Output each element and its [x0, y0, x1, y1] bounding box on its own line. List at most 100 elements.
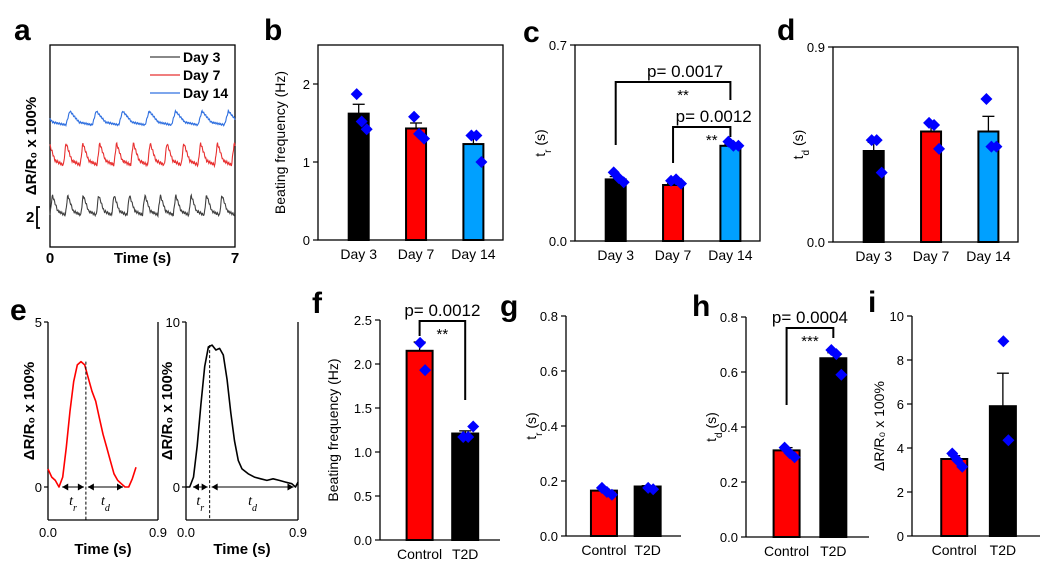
panel-label-g: g [500, 290, 518, 323]
bar-t2d [633, 485, 662, 537]
data-point [605, 488, 618, 501]
x-tick-label: Day 7 [913, 248, 950, 264]
panel-label-b: b [264, 14, 282, 47]
data-point [462, 431, 475, 444]
p-value-label: p= 0.0012 [676, 107, 752, 126]
data-point [475, 156, 488, 168]
y-tick-label: 0 [173, 480, 180, 495]
p-value-label: p= 0.0017 [647, 62, 723, 81]
data-point [997, 335, 1010, 348]
data-point [408, 110, 421, 123]
y-tick-label: 0 [897, 529, 904, 544]
rise-time-arrow-head-right [201, 483, 208, 491]
y-tick-label: 0.0 [540, 529, 558, 544]
y-axis-label: Beating frequency (Hz) [272, 71, 288, 214]
rise-time-label: tr [196, 494, 204, 514]
x-tick-label: Day 7 [655, 247, 692, 263]
panel-h: h 0.0 0.2 0.4 0.6 0.8 td (s) Control T2D p= 0.000… [692, 290, 869, 559]
x-tick-label: Day 14 [966, 248, 1011, 264]
data-point [1002, 434, 1015, 447]
x-tick-label: Control [764, 543, 809, 559]
y-tick-label: 5 [35, 315, 42, 330]
x-tick-label: Day 3 [855, 248, 892, 264]
x-tick-label: 0.9 [289, 525, 307, 540]
y-tick-label: 0.7 [549, 38, 567, 53]
panel-e2: 0 10 0.0 0.9 Time (s) ΔR/R₀ x 100% tr td [159, 315, 307, 558]
x-tick-label: T2D [452, 546, 478, 562]
x-tick-label: Day 3 [340, 246, 377, 262]
x-tick-label: 0.9 [149, 525, 167, 540]
data-point [928, 119, 941, 131]
data-point [933, 142, 946, 155]
y-axis-label: td (s) [790, 130, 812, 160]
x-tick-label: T2D [990, 542, 1016, 558]
panel-f: f 0.0 0.5 1.0 1.5 2.0 2.5 Beating frequency (Hz… [312, 287, 500, 562]
rise-time-arrow-head-left [192, 483, 199, 491]
y-tick-label: 0.0 [807, 235, 825, 250]
x-tick-label: Day 7 [398, 246, 435, 262]
rise-time-label: tr [69, 494, 77, 514]
panel-label-f: f [312, 287, 323, 320]
panel-label-d: d [777, 14, 795, 47]
legend-label: Day 14 [183, 85, 228, 101]
significance-bracket [614, 81, 732, 145]
data-point [355, 115, 368, 128]
legend-label: Day 7 [183, 67, 221, 83]
y-tick-label: 6 [897, 397, 904, 412]
panel-d: d 0.0 0.9 td (s) Day 3 Day 7 Day 14 [777, 14, 1019, 264]
decay-time-arrow-head-left [211, 483, 218, 491]
data-point [414, 336, 427, 349]
trace-day-7 [49, 141, 236, 169]
significance-stars: ** [437, 326, 449, 343]
decay-time-label: td [248, 494, 258, 514]
data-point [675, 177, 688, 190]
panel-label-a: a [14, 14, 31, 47]
y-tick-label: 0 [35, 480, 42, 495]
y-tick-label: 1.0 [354, 445, 372, 460]
data-point [470, 129, 483, 142]
trace-day-14 [49, 108, 236, 128]
y-tick-label: 8 [897, 353, 904, 368]
panel-label-h: h [692, 290, 710, 323]
data-point [830, 348, 843, 361]
scale-bar [36, 206, 40, 229]
y-tick-label: 0.2 [540, 474, 558, 489]
x-tick-label: Day 14 [451, 246, 496, 262]
data-point [990, 140, 1003, 153]
significance-stars: ** [706, 132, 718, 149]
trace-day-3 [49, 193, 236, 219]
panel-label-e: e [10, 294, 27, 327]
data-point [419, 364, 432, 377]
data-point [418, 132, 431, 145]
y-axis-label: td (s) [703, 412, 725, 442]
y-axis-label: ΔR/R₀ x 100% [23, 97, 40, 195]
panel-a: a Day 3 Day 7 Day 14 2 0 7 Time (s) ΔR/R₀ x 100% [14, 14, 239, 267]
x-axis-label: Time (s) [74, 541, 131, 558]
y-tick-label: 0.0 [354, 533, 372, 548]
legend-label: Day 3 [183, 49, 221, 65]
data-point [647, 483, 660, 496]
panel-c: c 0.0 0.7 tr (s) Day 3 Day 7 Day 14 p= 0.0017 **… [523, 16, 761, 263]
significance-bracket [418, 320, 467, 400]
y-tick-label: 10 [166, 315, 180, 330]
signal-trace [186, 344, 299, 488]
y-tick-label: 1.5 [354, 401, 372, 416]
data-point [870, 134, 883, 147]
y-tick-label: 0.4 [540, 419, 558, 434]
y-axis-label: Beating frequency (Hz) [325, 358, 341, 501]
data-point [350, 88, 363, 101]
rise-time-arrow-head-left [62, 483, 69, 491]
x-axis-label: Time (s) [213, 541, 270, 558]
panel-e1: e 0 5 0.0 0.9 Time (s) ΔR/R₀ x 100% tr td [10, 294, 167, 558]
data-point [956, 460, 969, 473]
bar-t2d [451, 432, 480, 541]
y-axis-label: ΔR/R₀ x 100% [159, 362, 176, 460]
data-point [467, 420, 480, 433]
significance-stars: *** [801, 333, 819, 350]
panel-label-i: i [868, 286, 876, 319]
decay-time-label: td [101, 494, 111, 514]
significance-stars: ** [677, 87, 689, 104]
data-point [788, 451, 801, 464]
y-tick-label: 0.4 [720, 420, 738, 435]
bar-day-14 [719, 144, 742, 242]
